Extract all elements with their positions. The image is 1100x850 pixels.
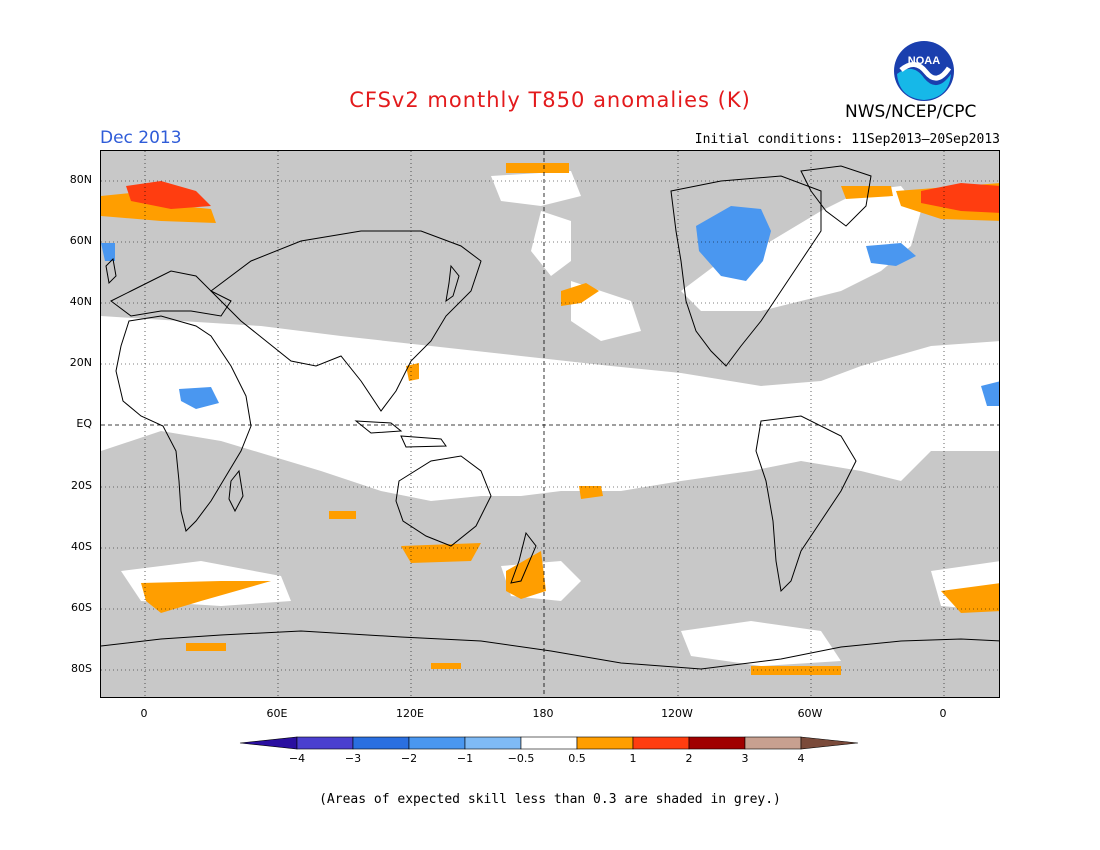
colorbar-label: −0.5 [507, 752, 535, 765]
colorbar-label: −4 [288, 752, 306, 765]
colorbar-segment [296, 736, 354, 750]
colorbar-label: 4 [797, 752, 805, 765]
colorbar-segment [744, 736, 802, 750]
colorbar-label: −3 [344, 752, 362, 765]
colorbar-svg [239, 736, 859, 750]
lat-label: 60N [69, 234, 92, 247]
lat-label: EQ [76, 417, 92, 430]
lon-label: 60E [266, 707, 288, 720]
noaa-logo-text: NOAA [908, 55, 940, 67]
lat-label: 80S [71, 662, 92, 675]
lon-label: 180 [532, 707, 554, 720]
noaa-logo: NOAA [893, 40, 955, 106]
coastlines [101, 165, 999, 670]
lon-label: 0 [939, 707, 947, 720]
gridlines [101, 151, 999, 697]
lon-label: 120E [396, 707, 424, 720]
colorbar-segment [464, 736, 522, 750]
colorbar-label: 1 [629, 752, 637, 765]
lat-label: 20N [69, 356, 92, 369]
colorbar-arrow-low [239, 736, 298, 750]
colorbar-label: 2 [685, 752, 693, 765]
colorbar-label: 0.5 [568, 752, 586, 765]
colorbar-segment [688, 736, 746, 750]
neutral-regions [101, 171, 999, 666]
colorbar-arrow-high [800, 736, 859, 750]
lon-label: 60W [797, 707, 823, 720]
strong-warm-anomaly-regions [126, 181, 999, 213]
colorbar-segment [408, 736, 466, 750]
forecast-month: Dec 2013 [100, 128, 182, 148]
colorbar-segment [352, 736, 410, 750]
skill-note: (Areas of expected skill less than 0.3 a… [319, 792, 781, 807]
cool-anomaly-regions [101, 206, 999, 409]
lon-label: 120W [661, 707, 693, 720]
map-title: CFSv2 monthly T850 anomalies (K) [349, 88, 751, 112]
org-label: NWS/NCEP/CPC [845, 102, 977, 122]
colorbar-segment [576, 736, 634, 750]
initial-conditions: Initial conditions: 11Sep2013–20Sep2013 [694, 132, 1000, 147]
colorbar-segment [520, 736, 578, 750]
lat-label: 80N [69, 173, 92, 186]
lat-label: 40S [71, 540, 92, 553]
colorbar-label: 3 [741, 752, 749, 765]
lat-label: 60S [71, 601, 92, 614]
lat-label: 20S [71, 479, 92, 492]
anomaly-map [100, 150, 1000, 698]
colorbar-segment [632, 736, 690, 750]
colorbar-label: −1 [456, 752, 474, 765]
lat-label: 40N [69, 295, 92, 308]
colorbar-label: −2 [400, 752, 418, 765]
equator-dateline [101, 151, 999, 697]
colorbar [230, 732, 870, 758]
lon-label: 0 [140, 707, 148, 720]
anomaly-map-svg [101, 151, 999, 697]
